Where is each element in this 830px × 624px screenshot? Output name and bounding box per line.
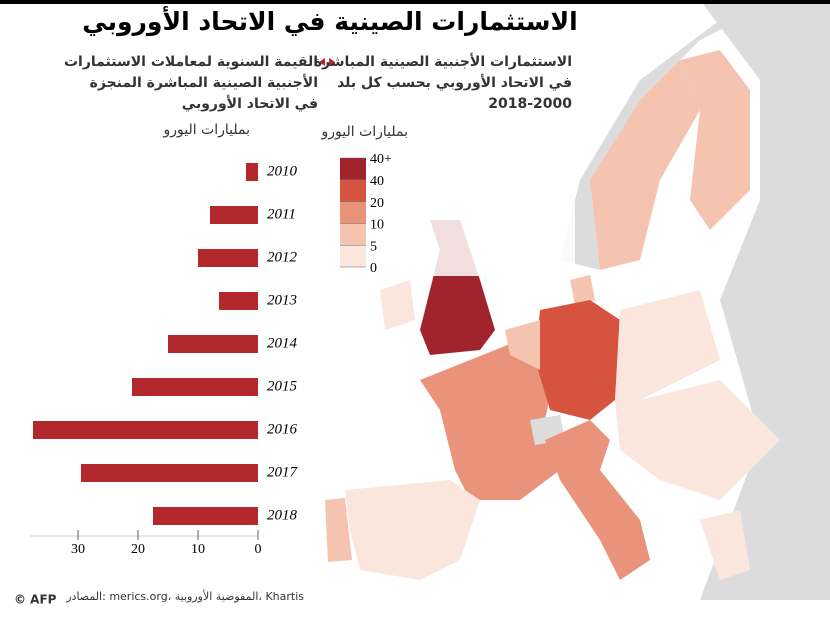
title-bg bbox=[120, 4, 540, 42]
legend-swatch bbox=[340, 158, 366, 180]
legend-swatch bbox=[340, 245, 366, 267]
legend-title: 2018-2000 bbox=[488, 96, 572, 112]
x-tick-label: 10 bbox=[191, 542, 205, 557]
x-tick-label: 20 bbox=[131, 542, 145, 557]
map bbox=[325, 0, 830, 600]
y-tick-label: 2017 bbox=[267, 464, 299, 480]
legend-bg bbox=[330, 46, 575, 276]
central-europe bbox=[615, 380, 780, 500]
legend-label: 10 bbox=[370, 218, 384, 233]
y-tick-label: 2011 bbox=[267, 206, 296, 222]
greece bbox=[700, 510, 750, 580]
bar bbox=[132, 378, 258, 396]
france bbox=[420, 340, 560, 500]
portugal bbox=[325, 498, 352, 562]
finland bbox=[680, 50, 750, 230]
legend-label: 40 bbox=[370, 174, 384, 189]
bar bbox=[153, 507, 258, 525]
bar bbox=[219, 292, 258, 310]
legend-swatch bbox=[340, 179, 366, 202]
sweden bbox=[590, 60, 700, 270]
legend-title: الاستثمارات الأجنبية الصينية المباشرة bbox=[314, 53, 572, 70]
chart-subtitle: القيمة السنوية لمعاملات الاستثمارات bbox=[64, 54, 318, 70]
bar bbox=[81, 464, 258, 482]
bar bbox=[246, 163, 258, 181]
uk bbox=[420, 220, 495, 355]
ireland bbox=[380, 280, 415, 330]
italy bbox=[545, 420, 650, 580]
legend-label: 40+ bbox=[370, 152, 392, 167]
bar bbox=[168, 335, 258, 353]
non-eu-land bbox=[700, 0, 830, 600]
legend-label: 0 bbox=[370, 261, 377, 276]
legend-title: في الاتحاد الأوروبي بحسب كل بلد bbox=[337, 74, 572, 91]
marker bbox=[329, 58, 335, 66]
y-tick-label: 2018 bbox=[267, 507, 298, 523]
y-tick-label: 2016 bbox=[267, 421, 298, 437]
x-tick-label: 0 bbox=[255, 542, 262, 557]
source: المصادر: merics.org، المفوضية الأوروبية،… bbox=[65, 589, 304, 603]
legend-unit: بمليارات اليورو bbox=[320, 124, 408, 140]
norway bbox=[560, 0, 780, 270]
bar bbox=[198, 249, 258, 267]
x-tick-label: 30 bbox=[71, 542, 85, 557]
legend-swatch bbox=[340, 223, 366, 246]
denmark bbox=[570, 275, 595, 305]
bar bbox=[33, 421, 258, 439]
spain bbox=[345, 480, 480, 580]
y-tick-label: 2013 bbox=[267, 292, 297, 308]
top-rule bbox=[0, 0, 830, 4]
y-tick-label: 2010 bbox=[267, 163, 298, 179]
y-tick-label: 2015 bbox=[267, 378, 298, 394]
credit: © AFP bbox=[14, 593, 57, 607]
chart-subtitle: الأجنبية الصينية المباشرة المنجزة bbox=[90, 74, 318, 91]
germany bbox=[535, 300, 620, 420]
marker bbox=[319, 58, 325, 66]
legend-swatch bbox=[340, 201, 366, 224]
poland bbox=[615, 290, 720, 400]
chart-title: الاستثمارات الصينية في الاتحاد الأوروبي bbox=[82, 6, 577, 37]
bar bbox=[210, 206, 258, 224]
legend-label: 5 bbox=[370, 239, 377, 254]
unit-label: بمليارات اليورو bbox=[162, 122, 250, 138]
legend-label: 20 bbox=[370, 196, 384, 211]
y-tick-label: 2012 bbox=[267, 249, 298, 265]
chart-subtitle: في الاتحاد الأوروبي bbox=[182, 95, 318, 112]
benelux bbox=[505, 320, 540, 370]
y-tick-label: 2014 bbox=[267, 335, 298, 351]
